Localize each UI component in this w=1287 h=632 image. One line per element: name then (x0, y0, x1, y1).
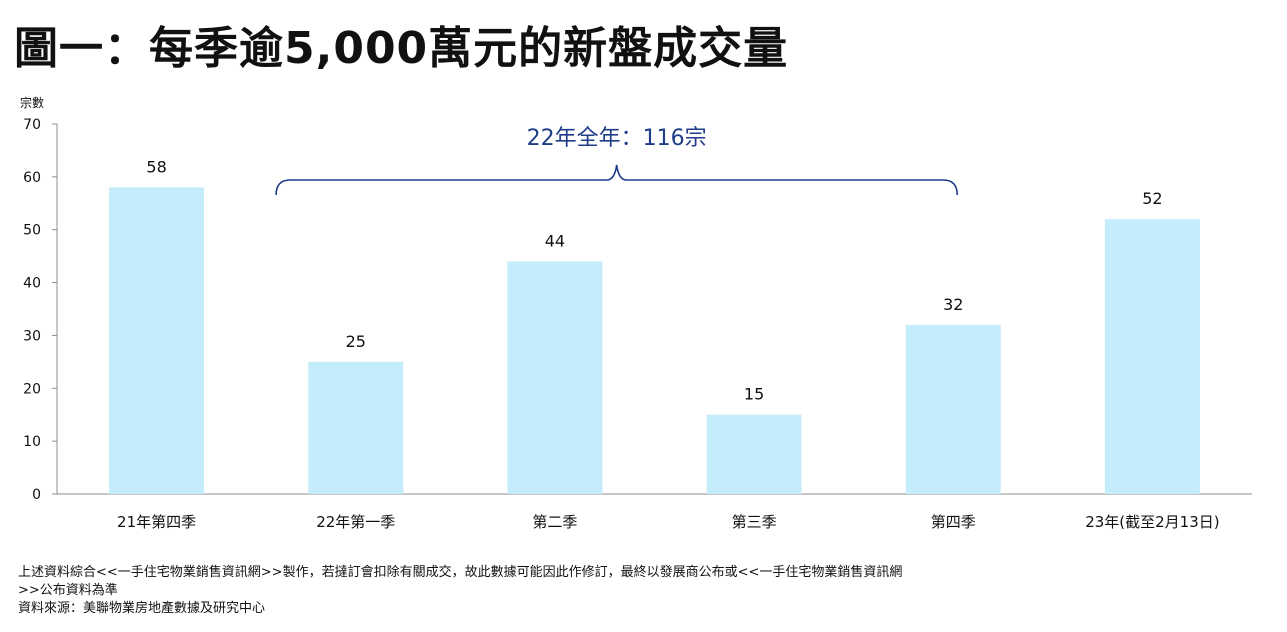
x-tick-label: 22年第一季 (316, 513, 395, 531)
footer-note-line1: 上述資料綜合<<一手住宅物業銷售資訊網>>製作，若撻訂會扣除有關成交，故此數據可… (18, 565, 903, 580)
x-tick-label: 23年(截至2月13日) (1085, 513, 1219, 531)
y-axis-label: 宗數 (20, 95, 44, 110)
x-tick-label: 第三季 (732, 513, 777, 531)
x-tick-label: 21年第四季 (117, 513, 196, 531)
annotation-brace (275, 164, 959, 196)
footer-note-line2: >>公布資料為準 (18, 583, 118, 598)
footer-source: 資料來源：美聯物業房地產數據及研究中心 (18, 601, 266, 616)
y-tick-label: 50 (23, 223, 41, 239)
y-tick-label: 70 (23, 117, 41, 133)
bars (109, 187, 1200, 494)
x-axis: 21年第四季 22年第一季 第二季 第三季 第四季 23年(截至2月13日) (57, 493, 1252, 531)
data-label: 25 (346, 332, 366, 351)
y-tick-label: 40 (23, 276, 41, 292)
bar (905, 324, 1001, 494)
data-label: 52 (1142, 189, 1162, 208)
page-title: 圖一：每季逾5,000萬元的新盤成交量 (14, 23, 789, 74)
x-tick-label: 第二季 (532, 513, 577, 531)
y-tick-label: 10 (23, 434, 41, 450)
annotation: 22年全年：116宗 (275, 126, 959, 196)
footer-notes: 上述資料綜合<<一手住宅物業銷售資訊網>>製作，若撻訂會扣除有關成交，故此數據可… (18, 564, 1278, 618)
y-axis: 0 10 20 30 40 50 60 70 (23, 117, 58, 503)
bar (706, 414, 802, 494)
data-label: 58 (146, 157, 166, 176)
y-tick-label: 30 (23, 328, 41, 344)
y-tick-label: 60 (23, 170, 41, 186)
bar (109, 187, 205, 494)
x-tick-label: 第四季 (931, 513, 976, 531)
data-label: 32 (943, 295, 963, 314)
bar (507, 261, 603, 494)
annotation-text: 22年全年：116宗 (527, 126, 707, 151)
bar (1104, 219, 1200, 494)
data-label: 44 (545, 231, 565, 250)
data-label: 15 (744, 385, 764, 404)
data-labels: 58 25 44 15 32 52 (146, 157, 1162, 403)
bar (308, 361, 404, 494)
y-tick-label: 20 (23, 381, 41, 397)
y-tick-label: 0 (32, 487, 41, 503)
